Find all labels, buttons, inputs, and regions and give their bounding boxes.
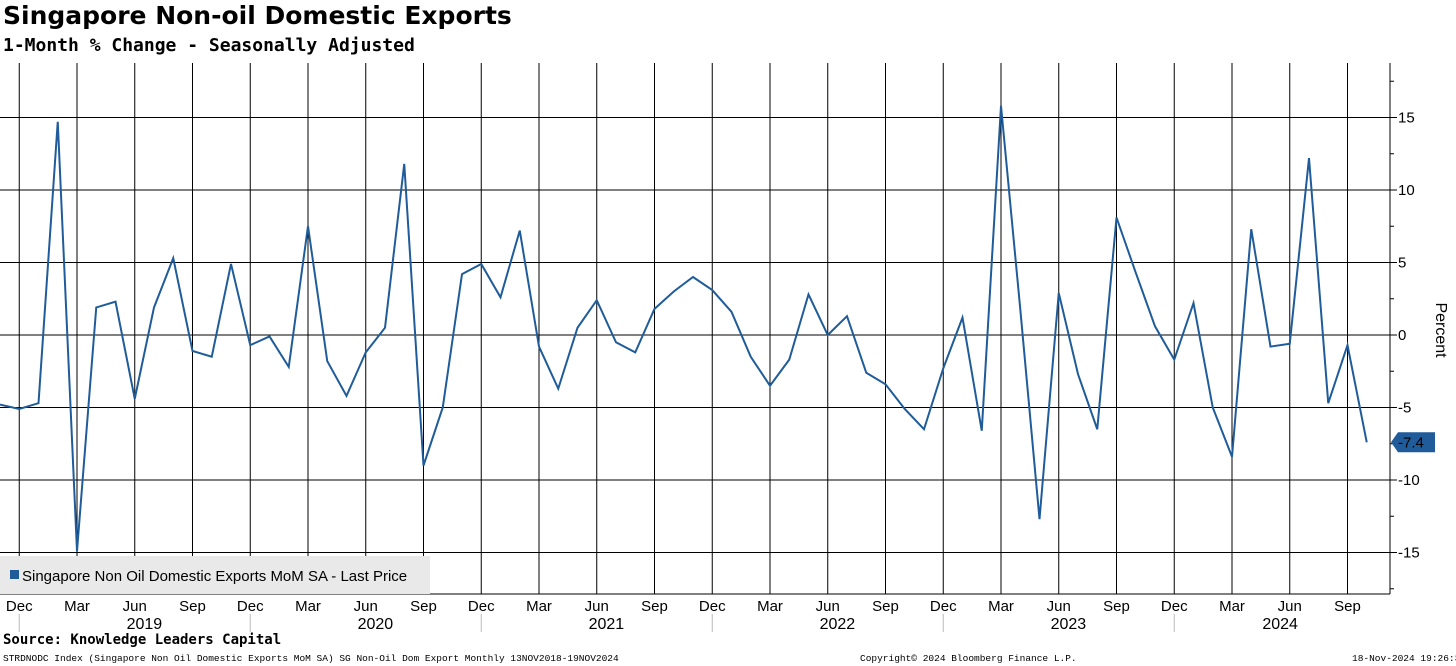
x-tick-label: Jun xyxy=(585,598,609,615)
x-tick-label: Mar xyxy=(1219,598,1245,615)
axis-layer: -15 -10 -5 0 5 10 15 Dec Mar Jun Sep Dec Mar Jun Sep De… xyxy=(0,63,1420,632)
y-tick-label: 10 xyxy=(1398,182,1415,199)
x-tick-label: Jun xyxy=(1047,598,1071,615)
timestamp: 18-Nov-2024 19:26:33 xyxy=(1352,653,1456,664)
x-tick-label: Jun xyxy=(123,598,147,615)
series-line xyxy=(0,105,1368,552)
x-tick-label: Jun xyxy=(354,598,378,615)
y-tick-label: 15 xyxy=(1398,110,1415,127)
year-label: 2020 xyxy=(358,616,394,632)
x-tick-label: Mar xyxy=(64,598,90,615)
x-tick-label: Sep xyxy=(179,598,206,615)
legend-swatch xyxy=(10,570,19,579)
legend: Singapore Non Oil Domestic Exports MoM S… xyxy=(0,556,430,594)
x-tick-label: Dec xyxy=(468,598,495,615)
line-chart: -15 -10 -5 0 5 10 15 Dec Mar Jun Sep Dec Mar Jun Sep De… xyxy=(0,63,1449,632)
y-tick-label: -5 xyxy=(1398,400,1411,417)
x-tick-label: Dec xyxy=(699,598,726,615)
y-tick-label: 0 xyxy=(1398,327,1406,344)
x-tick-label: Jun xyxy=(1278,598,1302,615)
x-tick-label: Mar xyxy=(988,598,1014,615)
y-tick-label: 5 xyxy=(1398,255,1406,272)
x-tick-label: Dec xyxy=(6,598,33,615)
x-tick-label: Dec xyxy=(237,598,264,615)
chart-title: Singapore Non-oil Domestic Exports xyxy=(3,1,512,30)
y-axis-label: Percent xyxy=(1432,302,1449,358)
x-tick-label: Mar xyxy=(295,598,321,615)
legend-label: Singapore Non Oil Domestic Exports MoM S… xyxy=(22,568,407,585)
x-tick-label: Sep xyxy=(872,598,899,615)
year-label: 2019 xyxy=(127,616,163,632)
y-tick-label: -10 xyxy=(1398,472,1420,489)
x-tick-label: Jun xyxy=(816,598,840,615)
year-label: 2022 xyxy=(820,616,856,632)
year-label: 2023 xyxy=(1051,616,1087,632)
y-tick-label: -15 xyxy=(1398,545,1420,562)
year-label: 2024 xyxy=(1262,616,1298,632)
grid-layer xyxy=(0,63,1390,594)
x-tick-label: Dec xyxy=(1161,598,1188,615)
year-label: 2021 xyxy=(589,616,625,632)
x-tick-label: Sep xyxy=(1103,598,1130,615)
x-tick-label: Dec xyxy=(930,598,957,615)
last-value-text: -7.4 xyxy=(1398,434,1424,451)
chart-subtitle: 1-Month % Change - Seasonally Adjusted xyxy=(3,35,415,56)
series-layer xyxy=(0,105,1368,552)
x-tick-label: Sep xyxy=(1334,598,1361,615)
last-value-badge xyxy=(1391,432,1435,453)
copyright: Copyright© 2024 Bloomberg Finance L.P. xyxy=(860,653,1077,664)
index-info: STRDNODC Index (Singapore Non Oil Domest… xyxy=(3,653,619,664)
source-note: Source: Knowledge Leaders Capital xyxy=(3,632,282,648)
x-tick-label: Mar xyxy=(526,598,552,615)
x-tick-label: Sep xyxy=(641,598,668,615)
legend-box xyxy=(0,556,430,594)
x-tick-label: Sep xyxy=(410,598,437,615)
last-value-marker: -7.4 xyxy=(1391,432,1435,453)
x-tick-label: Mar xyxy=(757,598,783,615)
